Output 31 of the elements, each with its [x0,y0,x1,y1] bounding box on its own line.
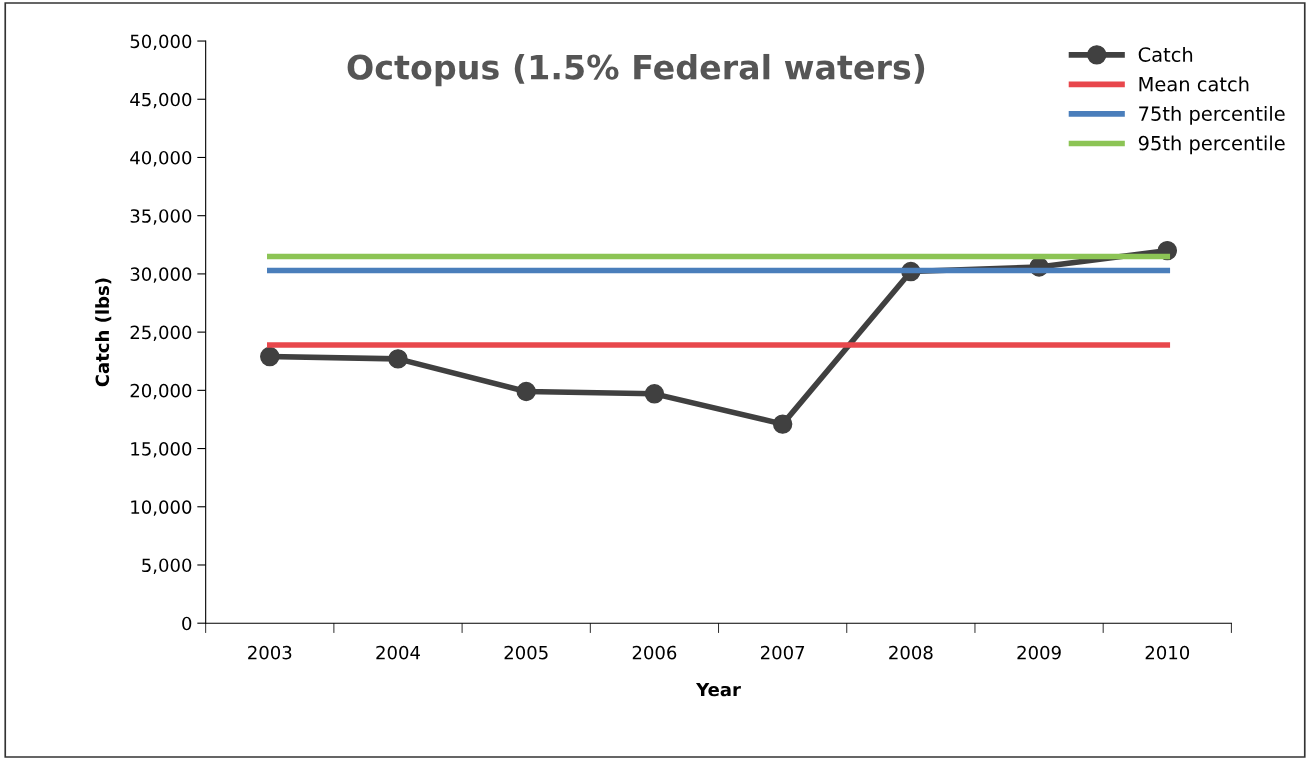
y-tick-label: 35,000 [130,209,192,225]
point [260,346,280,367]
x-tick-label: 2007 [760,645,805,660]
x-tick-label: 2009 [1017,645,1061,660]
y-tick-label: 0 [182,616,192,631]
legend-label: Catch [1138,46,1193,62]
point [388,349,408,369]
legend-label: 95th percentile [1138,135,1285,155]
y-tick-label: 30,000 [130,267,192,283]
y-tick-label: 5,000 [142,558,192,574]
x-tick-label: 2004 [376,645,420,660]
point [516,381,536,402]
y-tick-label: 20,000 [130,383,192,400]
y-tick-label: 10,000 [131,500,192,516]
x-tick-label: 2008 [889,645,933,660]
y-tick-label: 50,000 [130,34,192,50]
x-tick-label: 2010 [1145,645,1190,660]
chart-title: Octopus (1.5% Federal waters) [347,53,925,87]
y-tick-label: 15,000 [131,442,192,458]
point [772,414,793,434]
point [644,384,665,404]
x-tick-label: 2005 [504,645,548,660]
legend-label: Mean catch [1139,76,1249,92]
x-tick-label: 2006 [632,645,677,660]
y-tick-label: 45,000 [130,92,192,109]
x-axis-title: Year [695,682,741,697]
legend-label: 75th percentile [1139,105,1285,125]
y-tick-label: 25,000 [130,325,192,342]
y-axis-title: Catch (lbs) [95,278,112,387]
x-tick-label: 2003 [248,645,292,660]
y-tick-label: 40,000 [130,150,192,167]
